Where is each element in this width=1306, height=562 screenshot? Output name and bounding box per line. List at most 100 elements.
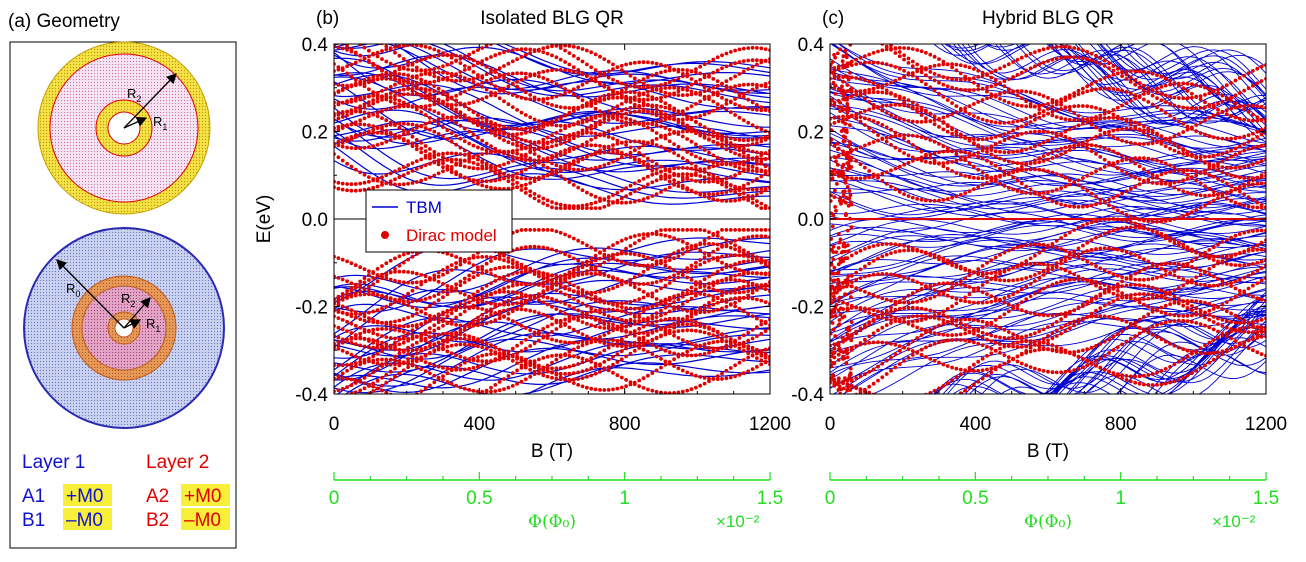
dirac-point [715,288,720,293]
dirac-point [576,68,581,72]
dirac-point [358,362,363,367]
dirac-point [689,387,694,392]
dirac-point [480,255,485,259]
dirac-point [646,267,650,271]
dirac-point [545,295,550,300]
dirac-point [528,374,533,379]
dirac-point [1041,242,1046,247]
dirac-point [449,331,454,336]
dirac-point [384,322,389,326]
dirac-point [619,339,624,344]
dirac-point [432,380,437,385]
dirac-point [702,352,707,356]
dirac-point [406,299,410,304]
dirac-point [694,373,698,378]
dirac-point [554,288,559,293]
dirac-point [1237,232,1242,237]
dirac-point [515,291,519,295]
dirac-point [759,283,764,288]
dirac-point [589,260,594,265]
dirac-point [502,377,506,381]
dirac-point [746,89,751,94]
dirac-point [598,133,602,138]
dirac-point [441,113,445,118]
dirac-point [759,136,764,141]
dirac-point [858,267,863,272]
dirac-point [1203,254,1207,259]
highlight-a1 [63,484,112,506]
dirac-point [741,92,746,96]
dirac-point [580,167,585,172]
dirac-point [624,246,628,251]
dirac-point [702,228,707,233]
dirac-point [637,160,642,165]
dirac-point [1207,248,1212,252]
layer1-b-mass: –M0 [66,510,103,531]
dirac-point [606,161,611,166]
dirac-point [462,305,467,310]
dirac-point [663,359,668,364]
dirac-point [937,292,941,297]
dirac-point [1224,256,1229,261]
dirac-point [441,89,445,94]
dirac-point [471,50,476,55]
dirac-point [737,341,742,346]
dirac-point [1120,275,1124,279]
dirac-point [576,238,581,243]
dirac-point [375,332,380,337]
dirac-point [632,263,637,267]
dirac-point [515,321,519,326]
dirac-point [589,152,594,157]
dirac-point [436,298,441,303]
dirac-point [733,278,737,282]
dirac-point [663,283,668,288]
dirac-point [728,228,733,232]
dirac-point [646,162,650,167]
dirac-point [345,145,349,150]
dirac-point [515,270,519,275]
dirac-point [471,70,476,74]
dirac-point [707,331,711,336]
dirac-point [388,138,393,142]
dirac-point [650,97,655,102]
dirac-point [563,60,567,64]
dirac-point [545,165,550,170]
dirac-point [1255,247,1260,252]
dirac-point [414,81,419,85]
dirac-point [345,182,349,186]
dirac-point [750,336,755,341]
dirac-point [759,298,764,303]
dirac-point [380,388,384,393]
flux-multiplier-b: ×10⁻² [716,512,760,531]
dirac-point [632,333,637,338]
dirac-point [733,262,737,266]
dirac-point [502,289,506,294]
dirac-point [689,296,694,301]
dirac-point [454,103,458,107]
dirac-point [462,158,467,163]
dirac-point [755,108,759,112]
dirac-point [663,332,668,337]
dirac-point [698,145,703,150]
dirac-point [406,171,410,175]
dirac-point [763,329,768,333]
dirac-point [419,298,424,302]
dirac-point [589,102,594,107]
dirac-point [871,293,876,298]
dirac-point [397,93,402,97]
dirac-point [702,62,707,67]
dirac-point [593,268,598,272]
dirac-point [689,372,694,376]
dirac-point [419,309,424,314]
dirac-point [1137,255,1142,260]
dirac-point [571,87,576,92]
dirac-point [554,206,559,211]
dirac-point [689,228,694,232]
dirac-point [480,115,485,120]
dirac-point [854,251,859,255]
dirac-point [680,322,685,327]
dirac-point [515,368,519,373]
dirac-point [611,106,615,111]
dirac-point [619,301,624,306]
dirac-point [397,337,402,342]
